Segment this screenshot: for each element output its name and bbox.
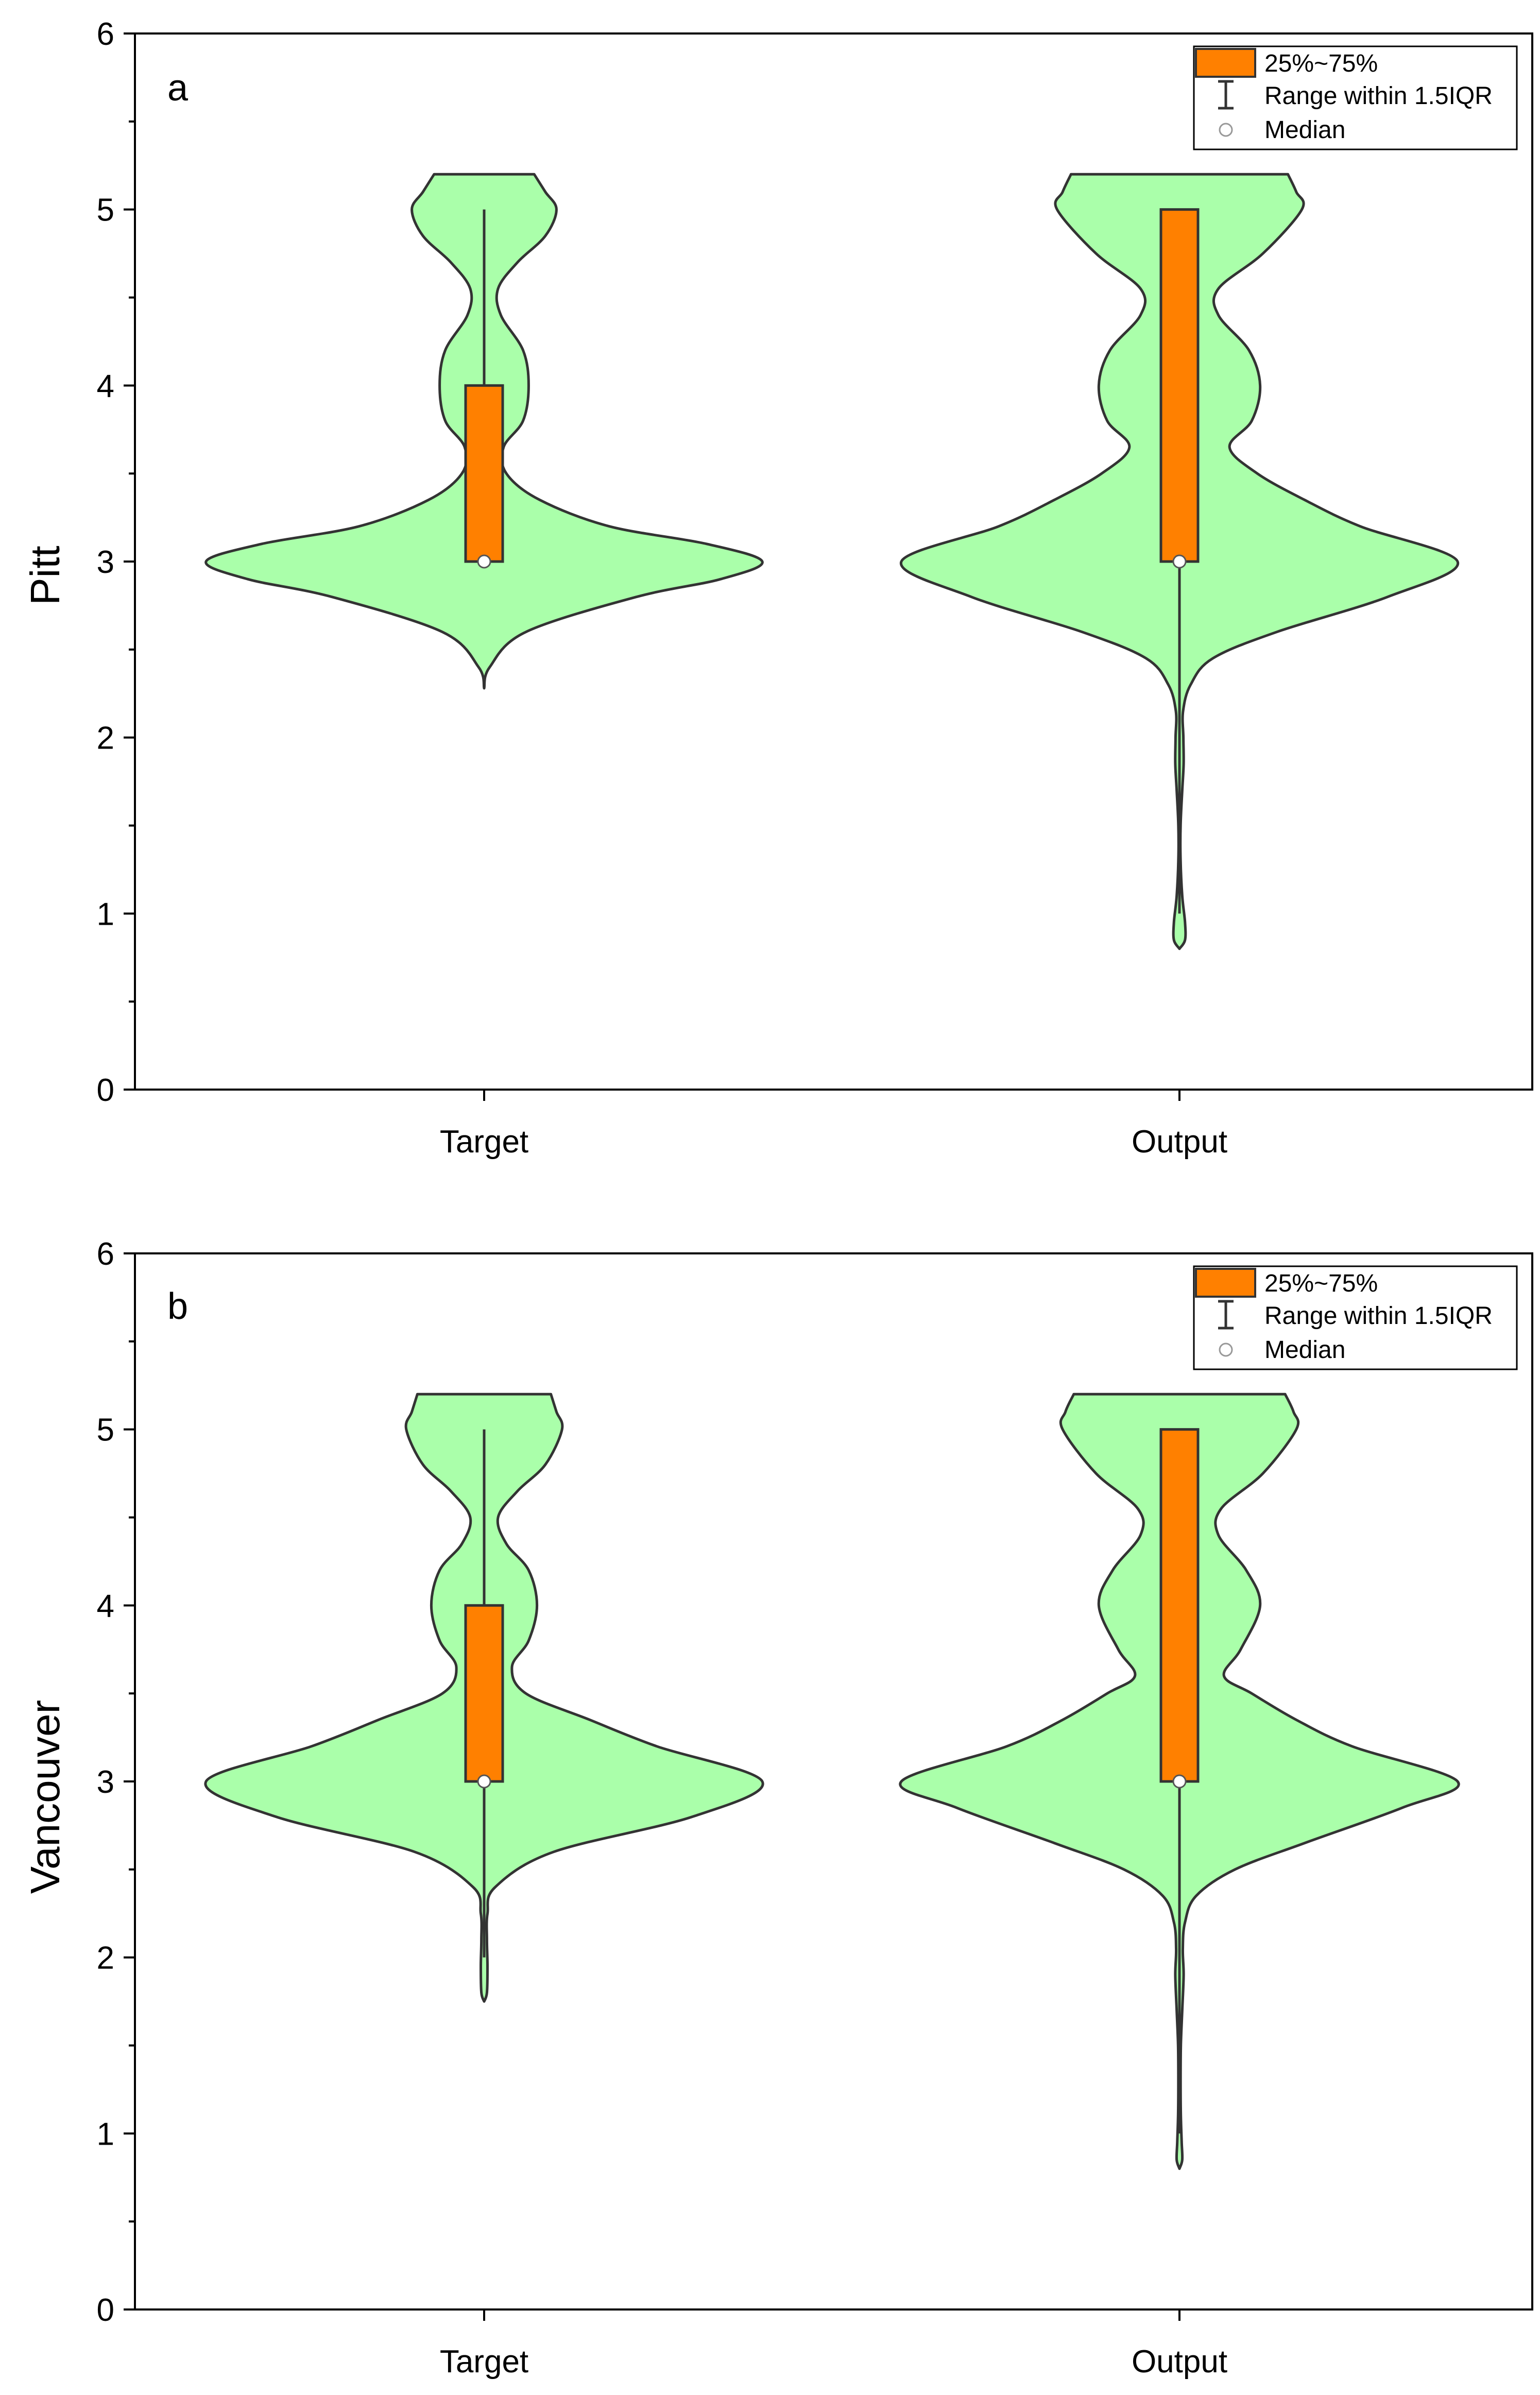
panel-b-y-tick-label: 3 bbox=[97, 1764, 114, 1800]
panel-a-y-axis-title: Pitt bbox=[22, 546, 68, 605]
panel-a-x-tick-label-target: Target bbox=[440, 1124, 528, 1160]
panel-b-y-tick-label: 0 bbox=[97, 2292, 114, 2328]
panel-a-legend-label-median: Median bbox=[1264, 116, 1345, 144]
panel-b-x-tick-label-output: Output bbox=[1132, 2344, 1227, 2380]
panel-b-legend-label-median: Median bbox=[1264, 1336, 1345, 1364]
panel-a-legend-median-swatch bbox=[1219, 123, 1233, 137]
panel-a-median-output bbox=[1172, 554, 1187, 569]
panel-a-y-tick-label: 0 bbox=[97, 1073, 114, 1108]
panel-b-label: b bbox=[167, 1286, 188, 1327]
panel-b-series-target bbox=[204, 1392, 764, 2003]
panel-b-legend: 25%~75% Range within 1.5IQR Median bbox=[1193, 1265, 1518, 1370]
panel-b-y-tick-label: 6 bbox=[97, 1236, 114, 1272]
panel-b-legend-label-range: Range within 1.5IQR bbox=[1264, 1302, 1493, 1330]
panel-a-y-tick-label: 1 bbox=[97, 896, 114, 932]
panel-a-y-tick-label: 4 bbox=[97, 368, 114, 404]
panel-b-y-tick-label: 5 bbox=[97, 1413, 114, 1448]
panel-a-y-tick-label: 3 bbox=[97, 545, 114, 580]
panel-b-plot-area: 0 1 2 3 4 5 6 bbox=[97, 1236, 1533, 2328]
panel-a: 0 1 2 3 4 5 6 a Pitt Target Output 25%~75% Ran… bbox=[22, 16, 1533, 1160]
panel-b-axes: 0 1 2 3 4 5 6 bbox=[97, 1236, 1533, 2328]
panel-a-y-tick-label: 5 bbox=[97, 193, 114, 228]
panel-b-median-target bbox=[477, 1774, 491, 1789]
panel-b-iqr-box-output bbox=[1159, 1428, 1200, 1783]
panel-a-y-tick-label: 2 bbox=[97, 721, 114, 756]
panel-b-median-output bbox=[1172, 1774, 1187, 1789]
panel-b: 0 1 2 3 4 5 6 b Vancouver Target Output 25%~75… bbox=[22, 1236, 1533, 2380]
panel-a-y-tick-label: 6 bbox=[97, 16, 114, 52]
panel-b-legend-label-iqr: 25%~75% bbox=[1264, 1270, 1378, 1297]
panel-a-axes: 0 1 2 3 4 5 6 bbox=[97, 16, 1533, 1108]
panel-a-legend-label-range: Range within 1.5IQR bbox=[1264, 82, 1493, 110]
panel-a-legend-label-iqr: 25%~75% bbox=[1264, 50, 1378, 77]
panel-b-y-tick-label: 1 bbox=[97, 2116, 114, 2152]
panel-a-series-target bbox=[204, 173, 764, 690]
panel-a-x-tick-label-output: Output bbox=[1132, 1124, 1227, 1160]
panel-b-legend-median-swatch bbox=[1219, 1343, 1233, 1357]
panel-a-legend-box-swatch bbox=[1195, 48, 1256, 78]
panel-b-y-tick-label: 2 bbox=[97, 1941, 114, 1976]
panel-a-plot-area: 0 1 2 3 4 5 6 bbox=[97, 16, 1533, 1108]
panel-b-y-axis-title: Vancouver bbox=[22, 1700, 68, 1894]
panel-b-legend-box-swatch bbox=[1195, 1268, 1256, 1298]
panel-a-iqr-box-output bbox=[1159, 208, 1200, 563]
panel-a-series-output bbox=[899, 173, 1460, 950]
panel-b-y-tick-label: 4 bbox=[97, 1588, 114, 1624]
panel-b-iqr-box-target bbox=[464, 1604, 504, 1783]
panel-a-label: a bbox=[167, 67, 189, 109]
panel-a-iqr-box-target bbox=[464, 384, 504, 563]
panel-b-x-tick-label-target: Target bbox=[440, 2344, 528, 2380]
panel-a-median-target bbox=[477, 554, 491, 569]
panel-a-legend: 25%~75% Range within 1.5IQR Median bbox=[1193, 45, 1518, 150]
panel-b-series-output bbox=[899, 1392, 1460, 2170]
